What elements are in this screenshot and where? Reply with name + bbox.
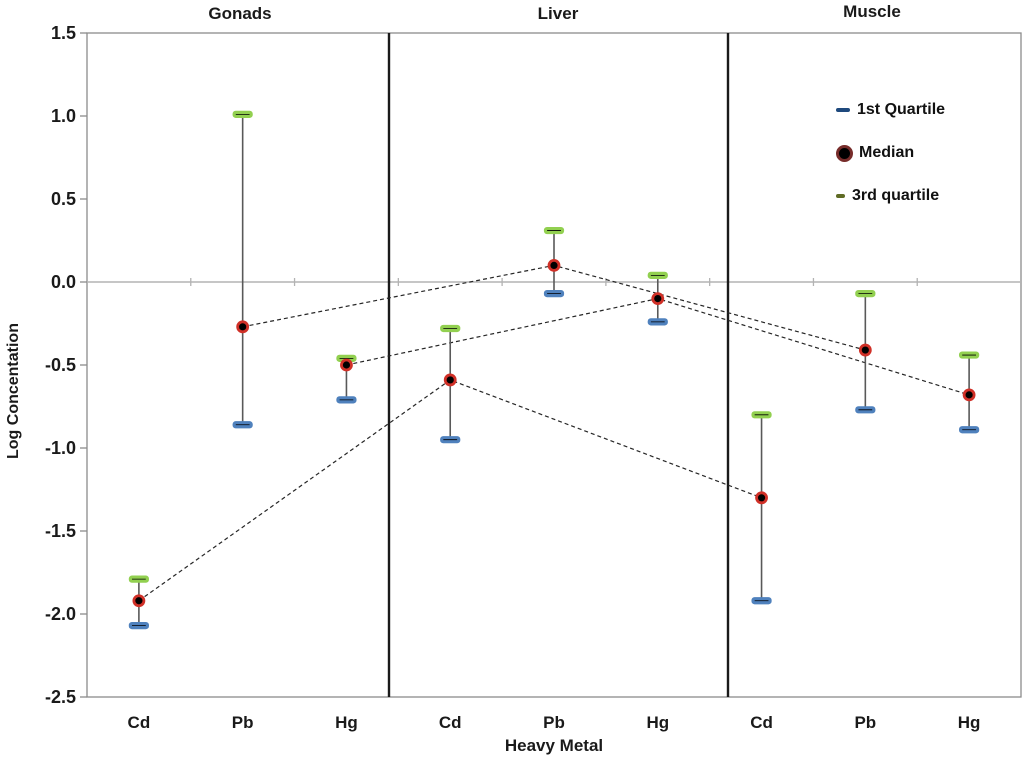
first-quartile-marker <box>128 622 149 630</box>
y-tick-label: -1.0 <box>45 438 76 458</box>
legend-item-q1: 1st Quartile <box>836 96 945 124</box>
median-marker <box>443 373 457 387</box>
third-quartile-dash-icon <box>836 194 845 198</box>
y-tick-label: -0.5 <box>45 355 76 375</box>
y-tick-label: 1.0 <box>51 106 76 126</box>
first-quartile-marker <box>336 396 357 404</box>
y-tick-label: 0.5 <box>51 189 76 209</box>
panel-title-muscle: Muscle <box>843 2 901 21</box>
third-quartile-marker <box>959 351 980 359</box>
x-category-label: Pb <box>232 713 254 732</box>
third-quartile-marker <box>543 226 565 235</box>
panel-title-liver: Liver <box>537 4 579 23</box>
median-marker <box>132 594 146 608</box>
legend-item-q3: 3rd quartile <box>836 182 945 210</box>
first-quartile-marker <box>647 318 668 326</box>
y-axis-title: Log Concentation <box>5 323 22 459</box>
median-marker <box>755 491 768 505</box>
third-quartile-marker <box>855 290 876 298</box>
x-category-label: Hg <box>958 713 981 732</box>
median-circle-icon <box>836 144 853 162</box>
x-category-label: Hg <box>646 713 669 732</box>
panel-title-gonads: Gonads <box>208 4 272 23</box>
legend-label: 3rd quartile <box>852 187 940 204</box>
median-marker <box>962 388 976 402</box>
y-tick-label: -2.5 <box>45 687 76 707</box>
third-quartile-marker <box>128 575 149 583</box>
legend-label: 1st Quartile <box>857 101 946 118</box>
first-quartile-marker <box>232 421 253 429</box>
third-quartile-marker <box>751 411 772 419</box>
median-marker <box>651 292 665 306</box>
first-quartile-marker <box>855 406 876 414</box>
first-quartile-marker <box>543 290 565 298</box>
legend-item-median: Median <box>836 139 945 167</box>
x-category-label: Pb <box>854 713 876 732</box>
first-quartile-dash-icon <box>836 108 850 112</box>
first-quartile-marker <box>959 426 980 434</box>
x-category-label: Cd <box>439 713 462 732</box>
x-axis-title: Heavy Metal <box>504 736 604 755</box>
first-quartile-marker <box>751 597 772 605</box>
median-marker <box>340 358 353 372</box>
third-quartile-marker <box>647 271 668 279</box>
first-quartile-marker <box>440 436 461 444</box>
legend-label: Median <box>859 144 915 161</box>
third-quartile-marker <box>440 324 461 333</box>
third-quartile-marker <box>232 110 253 118</box>
y-tick-label: -1.5 <box>45 521 76 541</box>
y-tick-label: -2.0 <box>45 604 76 624</box>
legend: 1st Quartile Median 3rd quartile <box>836 96 945 225</box>
median-marker <box>236 320 250 334</box>
x-category-label: Hg <box>335 713 358 732</box>
x-category-label: Cd <box>750 713 773 732</box>
y-tick-label: 1.5 <box>51 23 76 43</box>
median-marker <box>858 343 872 357</box>
y-tick-label: 0.0 <box>51 272 76 292</box>
x-category-label: Pb <box>543 713 565 732</box>
median-marker <box>547 258 561 272</box>
x-category-label: Cd <box>128 713 151 732</box>
